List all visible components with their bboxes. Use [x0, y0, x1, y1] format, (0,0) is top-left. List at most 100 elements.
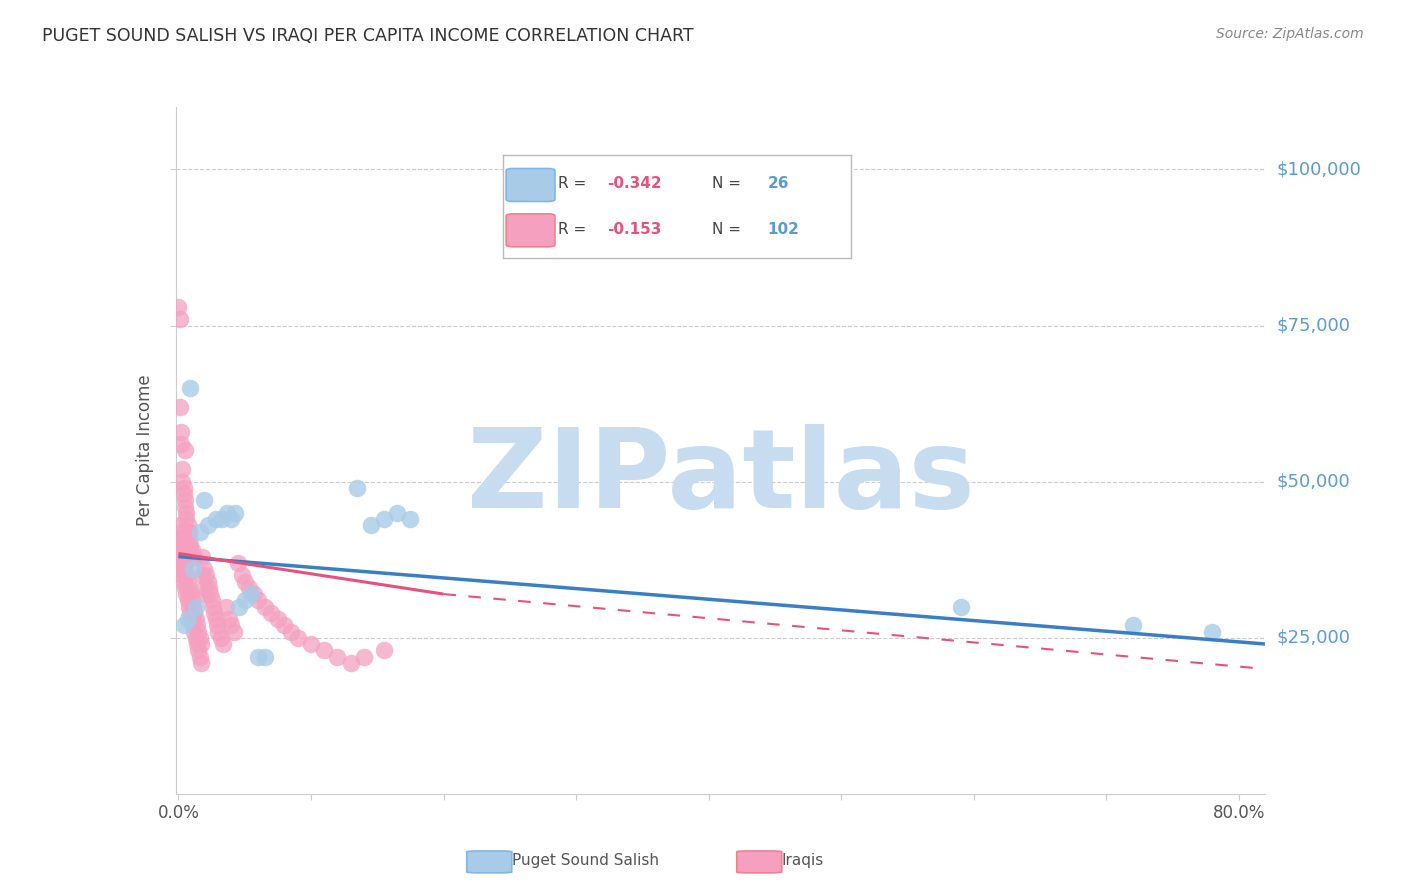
Point: [173, 537, 195, 551]
Point: [204, 512, 226, 526]
Point: [181, 618, 204, 632]
Point: [167, 537, 190, 551]
Point: [183, 606, 205, 620]
Point: [198, 581, 221, 595]
Point: [184, 599, 207, 614]
Point: [169, 556, 191, 570]
Point: [170, 543, 193, 558]
Point: [176, 518, 198, 533]
Point: [205, 618, 228, 632]
Point: [176, 512, 198, 526]
Point: [212, 637, 235, 651]
Point: [191, 568, 214, 582]
Point: [174, 581, 197, 595]
Point: [353, 649, 375, 664]
Point: [169, 400, 191, 414]
Point: [193, 562, 215, 576]
Point: [179, 381, 201, 395]
Text: ZIPatlas: ZIPatlas: [467, 425, 974, 532]
Point: [194, 587, 217, 601]
Point: [287, 631, 309, 645]
Point: [373, 643, 395, 657]
Point: [187, 643, 209, 657]
Point: [179, 606, 201, 620]
Text: $50,000: $50,000: [1277, 473, 1350, 491]
Point: [176, 574, 198, 589]
Point: [176, 593, 198, 607]
Point: [170, 437, 193, 451]
Point: [172, 568, 194, 582]
Point: [218, 612, 240, 626]
Point: [346, 481, 368, 495]
Point: [181, 562, 204, 576]
Point: [267, 612, 290, 626]
Point: [193, 493, 215, 508]
Point: [207, 624, 229, 639]
Point: [174, 500, 197, 514]
Point: [195, 568, 218, 582]
Point: [173, 481, 195, 495]
Point: [1122, 618, 1144, 632]
Point: [253, 649, 276, 664]
Point: [177, 524, 200, 539]
Text: Source: ZipAtlas.com: Source: ZipAtlas.com: [1216, 27, 1364, 41]
Point: [170, 524, 193, 539]
Point: [326, 649, 349, 664]
Point: [240, 587, 263, 601]
Point: [299, 637, 322, 651]
Point: [228, 599, 250, 614]
Point: [176, 506, 198, 520]
Point: [186, 637, 208, 651]
Point: [197, 518, 219, 533]
Point: [260, 606, 283, 620]
Point: [200, 587, 222, 601]
Point: [217, 506, 239, 520]
Point: [174, 443, 197, 458]
Point: [190, 656, 212, 670]
FancyBboxPatch shape: [467, 851, 512, 872]
Point: [174, 493, 197, 508]
Point: [246, 649, 269, 664]
Point: [176, 612, 198, 626]
Point: [243, 587, 266, 601]
Point: [222, 624, 245, 639]
Point: [373, 512, 395, 526]
Text: $75,000: $75,000: [1277, 317, 1351, 334]
Point: [1201, 624, 1223, 639]
Point: [172, 475, 194, 489]
Point: [172, 462, 194, 476]
Point: [184, 631, 207, 645]
Point: [184, 612, 207, 626]
Text: $25,000: $25,000: [1277, 629, 1351, 647]
Point: [183, 624, 205, 639]
Point: [169, 312, 191, 326]
Point: [180, 543, 202, 558]
Point: [181, 599, 204, 614]
Text: Puget Sound Salish: Puget Sound Salish: [512, 854, 659, 868]
Point: [201, 599, 224, 614]
Point: [167, 300, 190, 314]
Point: [188, 649, 211, 664]
Point: [211, 512, 233, 526]
Point: [238, 581, 260, 595]
Point: [179, 543, 201, 558]
Point: [209, 631, 232, 645]
Point: [180, 612, 202, 626]
Point: [253, 599, 276, 614]
Point: [188, 631, 211, 645]
Point: [204, 612, 226, 626]
Point: [170, 562, 193, 576]
Text: PUGET SOUND SALISH VS IRAQI PER CAPITA INCOME CORRELATION CHART: PUGET SOUND SALISH VS IRAQI PER CAPITA I…: [42, 27, 693, 45]
Point: [188, 524, 211, 539]
Point: [169, 518, 191, 533]
Point: [339, 656, 361, 670]
Point: [179, 537, 201, 551]
Point: [197, 574, 219, 589]
Point: [173, 574, 195, 589]
Point: [173, 487, 195, 501]
Point: [193, 581, 215, 595]
Point: [246, 593, 269, 607]
Point: [167, 549, 190, 564]
Point: [177, 531, 200, 545]
Point: [233, 593, 256, 607]
